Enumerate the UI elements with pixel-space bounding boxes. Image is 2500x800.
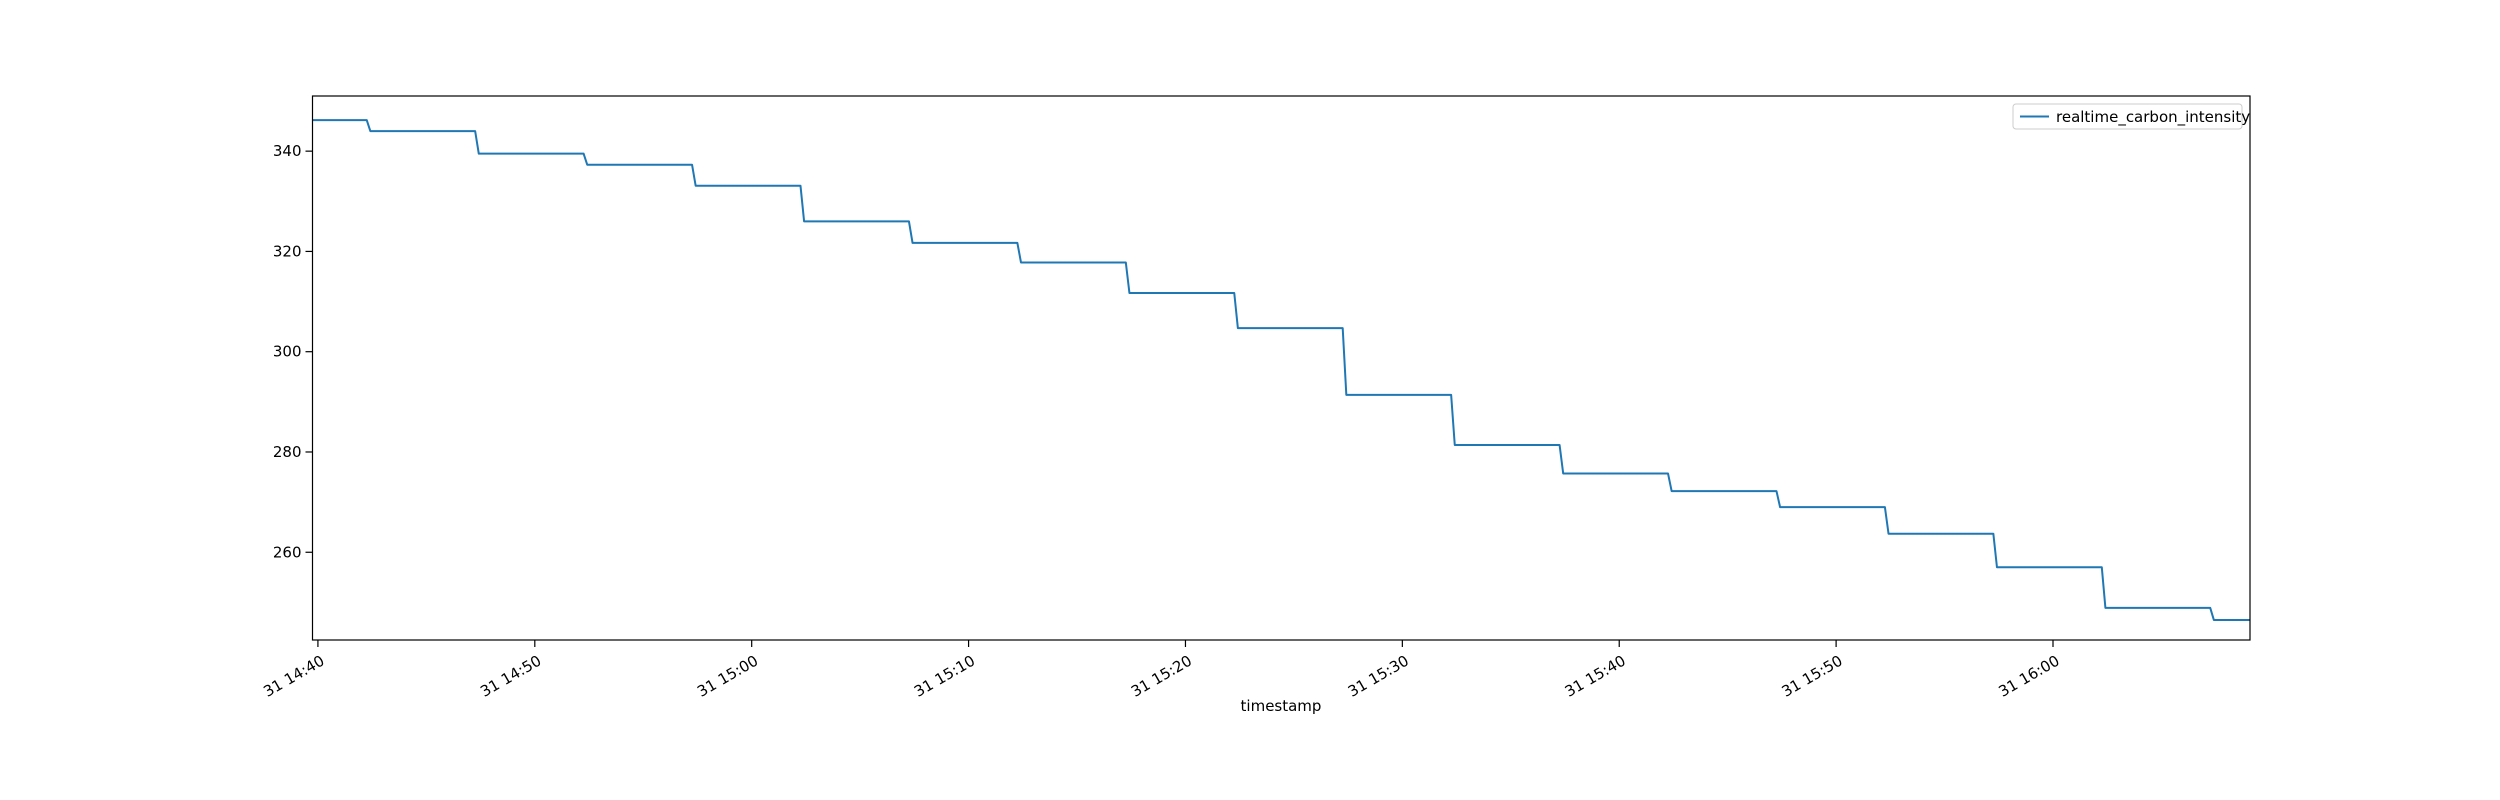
- plot-background: [312, 96, 2250, 640]
- series-layer: [312, 119, 2250, 621]
- x-axis-title: timestamp: [1241, 697, 1322, 715]
- series-line-0: [312, 119, 2250, 621]
- y-axis: 260 280 300 320 340: [273, 142, 313, 561]
- legend-box: [2012, 103, 2243, 130]
- y-tick-label: 320: [273, 242, 302, 260]
- legend: realtime_carbon_intensity: [2012, 103, 2250, 130]
- plot-area: [311, 95, 2251, 641]
- y-tick-label: 340: [273, 142, 302, 160]
- plot-frame: [311, 95, 2251, 641]
- y-tick-label: 280: [273, 443, 302, 461]
- y-tick-label: 260: [273, 543, 302, 561]
- legend-label: realtime_carbon_intensity: [2056, 108, 2250, 127]
- y-tick-label: 300: [273, 343, 302, 361]
